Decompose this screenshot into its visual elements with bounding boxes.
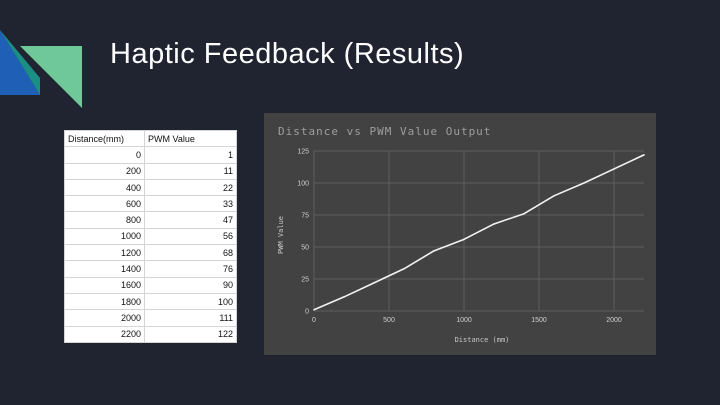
data-point: [463, 238, 465, 241]
data-point: [343, 296, 345, 298]
x-tick-label: 2000: [606, 317, 622, 324]
table-row: 1800 100: [64, 292, 237, 311]
line-chart: Distance vs PWM Value Output 0 25 50 75 100 1…: [277, 125, 645, 344]
cell-distance: 1200: [64, 244, 145, 262]
cell-pwm: 76: [144, 260, 237, 278]
cell-pwm: 22: [144, 178, 237, 197]
table-row: 1200 68: [64, 244, 237, 262]
y-tick-label: 125: [297, 149, 309, 156]
cell-distance: 2200: [64, 325, 145, 343]
cell-pwm: 56: [144, 227, 237, 246]
data-point: [613, 168, 615, 170]
cell-distance: 1600: [64, 276, 145, 294]
table-row: 800 47: [64, 211, 237, 229]
column-header-pwm: PWM Value: [144, 129, 237, 148]
cell-pwm: 68: [144, 244, 237, 262]
table-row: 2200 122: [64, 325, 237, 343]
table-header-row: Distance(mm) PWM Value: [64, 129, 237, 148]
x-tick-label: 1500: [531, 317, 547, 324]
cell-pwm: 90: [144, 276, 237, 294]
cell-distance: 600: [64, 195, 145, 213]
chart-series: [313, 154, 645, 311]
cell-distance: 1400: [64, 260, 145, 278]
table-row: 1400 76: [64, 260, 237, 278]
cell-distance: 400: [64, 178, 145, 197]
cell-distance: 1000: [64, 227, 145, 246]
data-point: [553, 195, 555, 197]
y-axis-label: PWM Value: [277, 216, 285, 254]
data-point: [433, 250, 435, 252]
line-chart-panel: Distance vs PWM Value Output 0 25 50 75 100 1…: [264, 113, 656, 355]
data-point: [523, 212, 525, 215]
table-row: 600 33: [64, 195, 237, 213]
x-tick-label: 500: [383, 317, 395, 324]
cell-pwm: 122: [144, 325, 237, 343]
y-tick-label: 75: [301, 213, 309, 220]
table-row: 1600 90: [64, 276, 237, 294]
x-tick-label: 0: [312, 317, 316, 324]
table-row: 1000 56: [64, 227, 237, 246]
cell-distance: 200: [64, 162, 145, 180]
cell-distance: 0: [64, 146, 145, 164]
data-point: [313, 308, 315, 311]
y-tick-label: 0: [305, 309, 309, 316]
corner-accent-graphic: [0, 30, 82, 108]
data-point: [373, 282, 375, 284]
cell-distance: 2000: [64, 309, 145, 327]
cell-pwm: 33: [144, 195, 237, 213]
chart-grid: [313, 150, 644, 312]
cell-pwm: 111: [144, 309, 237, 327]
cell-distance: 1800: [64, 292, 145, 311]
cell-pwm: 100: [144, 292, 237, 311]
series-line: [313, 154, 645, 311]
chart-tick-labels: 0 25 50 75 100 125 0 500 1000 1500 2000: [297, 149, 622, 325]
slide-title: Haptic Feedback (Results): [110, 38, 465, 70]
data-point: [583, 182, 585, 184]
x-axis-label: Distance (mm): [455, 336, 510, 344]
cell-pwm: 11: [144, 162, 237, 180]
table-row: 400 22: [64, 178, 237, 197]
y-tick-label: 50: [301, 245, 309, 252]
cell-pwm: 1: [144, 146, 237, 164]
data-point: [643, 154, 645, 156]
data-point: [403, 267, 405, 270]
cell-distance: 800: [64, 211, 145, 229]
y-tick-label: 25: [301, 277, 309, 284]
y-tick-label: 100: [297, 181, 309, 188]
table-row: 200 11: [64, 162, 237, 180]
table-row: 2000 111: [64, 309, 237, 327]
x-tick-label: 1000: [456, 317, 472, 324]
column-header-distance: Distance(mm): [64, 129, 145, 148]
chart-title: Distance vs PWM Value Output: [278, 125, 491, 138]
cell-pwm: 47: [144, 211, 237, 229]
data-point: [493, 223, 495, 225]
